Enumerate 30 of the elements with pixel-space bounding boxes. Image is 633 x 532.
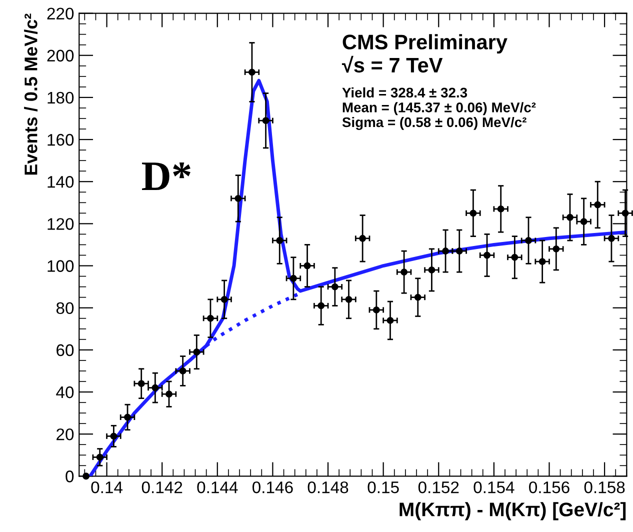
annotation: Yield = 328.4 ± 32.3 — [342, 87, 468, 98]
annotation: Mean = (145.37 ± 0.06) MeV/c² — [342, 102, 536, 116]
x-tick-label: 0.156 — [529, 481, 570, 494]
x-axis-title: M(Kππ) - M(Kπ) [GeV/c²] — [400, 502, 626, 520]
y-tick-label: 40 — [56, 386, 74, 398]
x-tick-label: 0.14 — [91, 481, 123, 494]
annotation: CMS Preliminary — [342, 34, 508, 54]
x-tick-label: 0.154 — [474, 481, 514, 494]
y-tick-label: 140 — [48, 176, 74, 188]
y-tick-label: 100 — [48, 260, 74, 272]
x-tick-label: 0.146 — [252, 481, 293, 494]
x-tick-label: 0.152 — [418, 481, 459, 494]
y-tick-label: 120 — [48, 218, 74, 230]
y-tick-label: 60 — [56, 344, 74, 356]
y-tick-label: 80 — [56, 302, 74, 314]
x-tick-label: 0.144 — [197, 481, 238, 494]
y-tick-label: 180 — [48, 92, 74, 104]
y-axis-title: Events / 0.5 MeV/c² — [24, 14, 38, 175]
x-tick-label: 0.148 — [308, 481, 348, 494]
y-tick-label: 20 — [56, 428, 74, 440]
x-tick-label: 0.142 — [142, 481, 182, 494]
annotation: D* — [142, 162, 190, 190]
annotation: √s = 7 TeV — [342, 56, 443, 73]
y-tick-label: 160 — [48, 134, 74, 146]
x-tick-label: 0.158 — [584, 481, 625, 494]
y-tick-label: 200 — [47, 50, 74, 62]
y-tick-label: 220 — [47, 8, 74, 20]
annotation: Sigma = (0.58 ± 0.06) MeV/c² — [342, 116, 526, 130]
x-tick-label: 0.15 — [368, 481, 399, 494]
y-tick-label: 0 — [66, 470, 74, 482]
